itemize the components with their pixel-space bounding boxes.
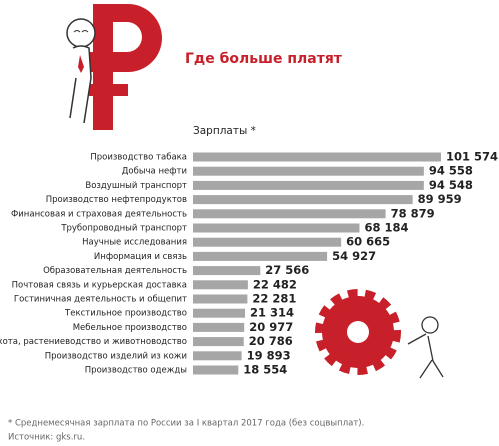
category-label: Производство табака <box>90 153 187 163</box>
category-label: Информация и связь <box>94 252 187 262</box>
bar <box>193 223 360 233</box>
ruble-illustration <box>66 4 162 130</box>
category-label: Гостиничная деятельность и общепит <box>14 295 187 305</box>
value-label: 27 566 <box>265 263 309 277</box>
value-label: 78 879 <box>391 206 435 220</box>
bar <box>193 365 239 375</box>
value-label: 89 959 <box>418 192 462 206</box>
bar <box>193 322 245 332</box>
value-label: 18 554 <box>243 363 287 377</box>
bar <box>193 280 248 290</box>
value-label: 68 184 <box>364 221 408 235</box>
category-label: Охота, растениеводство и животноводство <box>0 337 187 347</box>
value-label: 21 314 <box>250 306 294 320</box>
bar <box>193 209 386 219</box>
value-label: 101 574 <box>446 150 498 164</box>
category-label: Воздушный транспорт <box>85 181 187 191</box>
value-label: 20 977 <box>249 320 293 334</box>
bar <box>193 237 342 247</box>
subtitle: Зарплаты * <box>193 125 256 137</box>
bar <box>193 294 248 304</box>
bar <box>193 351 242 361</box>
category-label: Трубопроводный транспорт <box>60 224 187 234</box>
value-label: 22 482 <box>253 277 297 291</box>
source: Источник: gks.ru. <box>8 433 85 443</box>
bar <box>193 152 441 162</box>
chart-title: Где больше платят <box>185 51 343 67</box>
bar <box>193 251 328 261</box>
value-label: 20 786 <box>249 334 293 348</box>
category-label: Производство нефтепродуктов <box>46 195 187 205</box>
value-label: 94 548 <box>429 178 473 192</box>
category-label: Научные исследования <box>82 238 187 248</box>
value-label: 60 665 <box>346 235 390 249</box>
bar <box>193 266 261 276</box>
bar <box>193 180 424 190</box>
bar <box>193 195 413 205</box>
value-label: 54 927 <box>332 249 376 263</box>
value-label: 22 281 <box>252 292 296 306</box>
category-label: Производство одежды <box>85 366 187 376</box>
category-label: Производство изделий из кожи <box>45 351 187 361</box>
category-label: Финансовая и страховая деятельность <box>11 209 187 219</box>
value-label: 94 558 <box>429 164 473 178</box>
footnote: * Среднемесячная зарплата по России за I… <box>8 419 364 429</box>
category-label: Текстильное производство <box>64 309 187 319</box>
category-label: Почтовая связь и курьерская доставка <box>12 280 187 290</box>
category-label: Образовательная деятельность <box>43 266 187 276</box>
bar <box>193 308 246 318</box>
category-label: Мебельное производство <box>73 323 187 333</box>
bar <box>193 337 244 347</box>
value-label: 19 893 <box>247 348 291 362</box>
gear-illustration <box>315 289 444 379</box>
bar <box>193 166 424 176</box>
category-label: Добыча нефти <box>122 167 187 177</box>
